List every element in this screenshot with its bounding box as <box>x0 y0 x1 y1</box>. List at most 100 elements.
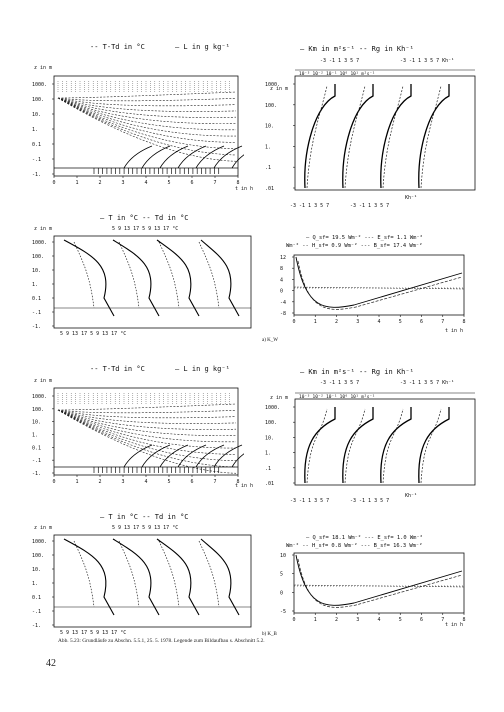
a-p4-ytick-label: -8 <box>280 311 286 317</box>
a-p3-bottom-scale: 5 9 13 17 5 9 13 17 °C <box>60 331 127 337</box>
a-tprof-svg: 1000. 100. 10. 1. 0.1 -.1 -1. <box>32 235 252 330</box>
b-p2-bottom-scale: -3 -1 1 3 5 7 <box>290 498 330 504</box>
a-p1-contour-line <box>57 97 237 131</box>
b-p4-xtick-label: 5 <box>399 617 402 623</box>
a-p2-ytick-label: 10. <box>265 124 274 130</box>
b-contour-svg: 1000. 100. 10. 1. 0.1 -.1 -1. 0 1 2 3 4 5 6 7 8 <box>32 387 244 485</box>
a-p3-top-scale: 5 9 13 17 5 9 13 17 °C <box>112 226 179 232</box>
page-number: 42 <box>46 658 56 669</box>
b-p1-contour-line <box>57 409 237 419</box>
b-p1-ytick-label: -.1 <box>32 458 41 464</box>
b-p1-ytick-label: -1. <box>32 471 41 477</box>
a-p1-xtick-label: 6 <box>191 180 194 186</box>
b-p4-xtick-label: 1 <box>314 617 317 623</box>
b-p3-td-curve <box>118 540 140 608</box>
b-p4-legend-2: Wm⁻² -- H_sf= 0.8 Wm⁻² --- B_sf= 16.3 Wm… <box>286 543 423 549</box>
b-tprof-svg: 1000. 100. 10. 1. 0.1 -.1 -1. <box>32 534 252 629</box>
a-p4-frame <box>293 254 465 316</box>
a-p4-xtick-label: 5 <box>399 319 402 325</box>
b-panel1-contour-plot: 1000. 100. 10. 1. 0.1 -.1 -1. 0 1 2 3 4 5 6 7 8 <box>32 384 244 489</box>
a-p4-b-curve <box>297 260 463 310</box>
a-p1-contour-line <box>57 97 237 162</box>
b-p1-contour-line <box>57 409 237 455</box>
b-p2-exp-labels: 10⁻³ 10⁻² 10⁻¹ 10⁰ 10¹ m²s⁻¹ <box>299 394 375 400</box>
a-p1-xlabel: t in h <box>235 186 254 192</box>
a-p1-ytick-label: -1. <box>32 172 41 178</box>
a-p1-contour-line <box>57 97 237 102</box>
a-p2-title: — Km in m²s⁻¹ -- Rg in Kh⁻¹ <box>300 45 414 53</box>
a-p4-ytick-label: -4 <box>280 300 286 306</box>
a-panel1-contour-plot: 1000. 100. 10. 1. 0.1 -.1 -1. 0 1 2 3 4 5 6 7 8 <box>32 72 244 190</box>
b-p1-liquid-line <box>159 444 189 468</box>
a-p3-td-curve <box>198 241 220 309</box>
a-p2-ytick-label: 100. <box>265 103 277 109</box>
a-p1-contour-line <box>57 97 237 124</box>
a-p4-xtick-label: 6 <box>420 319 423 325</box>
a-p1-contour-line <box>57 97 237 156</box>
a-p1-ytick-label: 1. <box>32 127 38 133</box>
a-p3-t-curve <box>112 239 160 317</box>
a-p1-ytick-label: 100. <box>32 97 44 103</box>
b-p2-ylabel: z in m <box>270 395 289 401</box>
a-p1-liquid-line <box>213 145 243 169</box>
a-p1-liquid-line <box>159 145 189 169</box>
a-p1-xtick-label: 0 <box>53 180 56 186</box>
b-p1-contour-line <box>57 409 237 414</box>
b-p3-t-curve <box>63 538 115 616</box>
a-p2-km-curve <box>380 84 412 189</box>
b-p4-xlabel: t in h <box>445 622 464 628</box>
b-p3-t-curve <box>156 538 200 616</box>
b-p1-liquid-line <box>123 444 153 468</box>
a-p2-km-curve <box>304 84 336 189</box>
b-p1-ytick-label: 100. <box>32 407 44 413</box>
b-p2-rg-curve <box>420 408 442 484</box>
a-p2-ytick-label: .1 <box>265 165 271 171</box>
a-p1-xtick-label: 2 <box>99 180 102 186</box>
a-p3-td-curve <box>158 241 180 309</box>
a-p2-top-scale-left: -3 -1 1 3 5 7 <box>320 58 360 64</box>
a-p2-ytick-label: 1000. <box>265 82 280 88</box>
b-panel4-flux-plot: 10 5 0 -5 0 1 2 3 4 5 6 7 8 <box>280 550 470 625</box>
figure-caption: Abb. 5.23: Grundläufe zu Abschn. 5.5.1, … <box>58 638 265 644</box>
b-p3-frame <box>53 534 252 628</box>
b-p1-xtick-label: 6 <box>191 479 194 485</box>
a-p1-xtick-label: 3 <box>122 180 125 186</box>
a-p2-ytick-label: .01 <box>265 186 274 192</box>
b-p3-ytick-label: 1000. <box>32 539 47 545</box>
b-p1-liquid-line <box>177 444 207 468</box>
a-p4-h-curve <box>293 286 465 290</box>
b-p4-h-curve <box>293 584 465 588</box>
b-p3-ytick-label: 1. <box>32 581 38 587</box>
a-p3-t-curve <box>63 239 115 317</box>
b-p2-km-curve <box>418 407 450 484</box>
a-p1-ylabel: z in m <box>34 65 53 71</box>
a-p4-q-curve <box>295 256 463 308</box>
a-p3-ytick-label: -.1 <box>32 310 41 316</box>
a-p1-xtick-label: 7 <box>214 180 217 186</box>
b-p1-ytick-label: 1000. <box>32 394 47 400</box>
b-p4-xtick-label: 2 <box>335 617 338 623</box>
a-panel4-flux-plot: 12 8 4 0 -4 -8 0 1 2 3 4 5 6 7 8 <box>280 252 470 327</box>
b-p2-ytick-label: 1. <box>265 451 271 457</box>
b-p1-xlabel: t in h <box>235 483 254 489</box>
a-p4-xlabel: t in h <box>445 328 464 334</box>
b-p4-ytick-label: 10 <box>280 553 286 559</box>
a-p3-t-curve <box>156 239 200 317</box>
b-p2-frame <box>294 398 476 486</box>
b-p2-ytick-label: .01 <box>265 481 274 487</box>
b-p1-xtick-label: 5 <box>168 479 171 485</box>
a-p3-frame <box>53 235 252 329</box>
b-panel3-temperature-profiles: 1000. 100. 10. 1. 0.1 -.1 -1. <box>32 531 257 631</box>
a-p1-title-left: -- T-Td in °C <box>90 43 145 51</box>
b-p4-frame <box>293 552 465 614</box>
b-p1-xtick-label: 7 <box>214 479 217 485</box>
b-p1-liquid-line <box>213 444 243 468</box>
b-p1-xtick-label: 1 <box>76 479 79 485</box>
a-p3-ytick-label: 1000. <box>32 240 47 246</box>
b-p3-td-curve <box>158 540 180 608</box>
b-p1-title-left: -- T-Td in °C <box>90 365 145 373</box>
b-figure-tag: b) K_B <box>262 632 277 637</box>
a-p1-xtick-label: 4 <box>145 180 148 186</box>
b-profiles-svg: 10⁻³ 10⁻² 10⁻¹ 10⁰ 10¹ m²s⁻¹ 1000. 100. 10.… <box>265 392 476 487</box>
a-p1-title-right: — L in g kg⁻¹ <box>175 43 230 51</box>
